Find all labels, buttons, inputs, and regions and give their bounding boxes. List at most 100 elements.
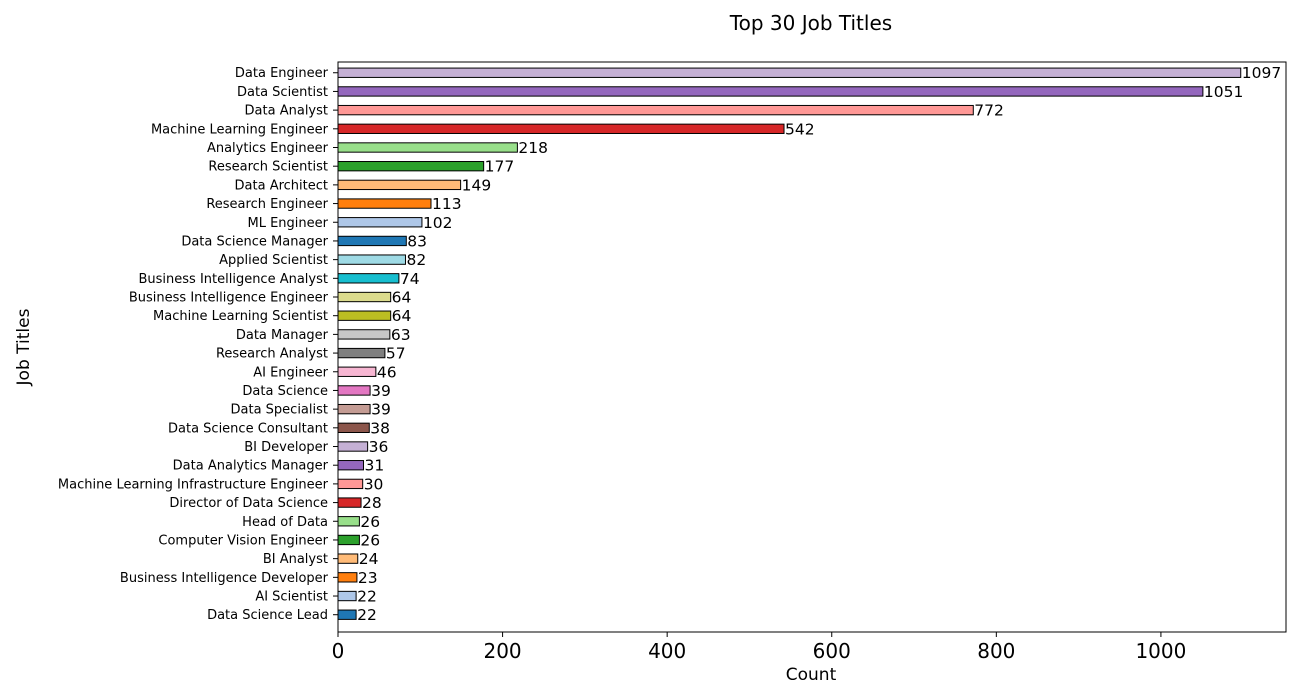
bar bbox=[337, 142, 518, 153]
x-tick-label: 0 bbox=[332, 639, 345, 663]
category-label: Head of Data bbox=[242, 515, 328, 530]
value-label: 22 bbox=[357, 588, 377, 606]
bar bbox=[337, 478, 364, 490]
bar bbox=[337, 422, 370, 433]
category-label: Data Architect bbox=[235, 178, 328, 193]
plot-frame bbox=[337, 61, 1287, 633]
category-label: Machine Learning Scientist bbox=[153, 309, 328, 324]
bar bbox=[337, 385, 371, 396]
category-label: Business Intelligence Analyst bbox=[138, 272, 328, 287]
bar bbox=[337, 366, 377, 377]
category-label: Research Scientist bbox=[208, 160, 328, 175]
bar bbox=[337, 86, 1204, 97]
value-label: 1097 bbox=[1242, 64, 1281, 82]
bar bbox=[337, 347, 386, 359]
category-label: Computer Vision Engineer bbox=[158, 533, 328, 548]
category-label: Data Science Consultant bbox=[168, 421, 328, 436]
bar bbox=[337, 441, 369, 452]
x-axis-label: Count bbox=[786, 665, 837, 685]
value-label: 36 bbox=[369, 438, 389, 456]
value-label: 82 bbox=[406, 251, 426, 269]
value-label: 113 bbox=[432, 195, 462, 213]
chart-title: Top 30 Job Titles bbox=[729, 11, 892, 35]
bar bbox=[337, 161, 485, 172]
bar bbox=[337, 254, 406, 265]
category-label: ML Engineer bbox=[248, 216, 329, 231]
bar bbox=[337, 553, 359, 564]
x-tick-label: 1000 bbox=[1135, 639, 1186, 663]
bar bbox=[337, 310, 392, 321]
category-label: Research Analyst bbox=[216, 347, 328, 362]
bar bbox=[337, 291, 392, 303]
category-labels-layer: Data Engineer Data Scientist Data Analyst M… bbox=[58, 66, 338, 623]
value-label: 1051 bbox=[1204, 83, 1243, 101]
bar bbox=[337, 329, 391, 340]
category-label: BI Developer bbox=[244, 440, 328, 455]
y-axis-label: Job Titles bbox=[14, 308, 34, 386]
bar bbox=[337, 235, 407, 247]
bar bbox=[337, 609, 357, 620]
bar bbox=[337, 67, 1242, 78]
value-label: 772 bbox=[974, 102, 1004, 120]
x-axis: 0 200 400 600 800 1000 bbox=[332, 632, 1186, 663]
bar bbox=[337, 104, 974, 116]
category-label: Data Science Lead bbox=[207, 608, 328, 623]
value-label: 64 bbox=[392, 289, 412, 307]
category-label: Data Analyst bbox=[245, 104, 328, 119]
bar bbox=[337, 572, 358, 583]
bar bbox=[337, 497, 362, 508]
category-label: Applied Scientist bbox=[219, 253, 328, 268]
value-label: 74 bbox=[400, 270, 420, 288]
category-label: Director of Data Science bbox=[169, 496, 328, 511]
category-label: Machine Learning Infrastructure Engineer bbox=[58, 477, 329, 492]
value-label: 39 bbox=[371, 401, 391, 419]
category-label: Analytics Engineer bbox=[207, 141, 329, 156]
category-label: Data Science bbox=[242, 384, 328, 399]
bar bbox=[337, 403, 371, 415]
bar bbox=[337, 516, 360, 527]
category-label: Research Engineer bbox=[206, 197, 328, 212]
bar bbox=[337, 123, 785, 134]
category-label: Data Specialist bbox=[231, 403, 329, 418]
category-label: Machine Learning Engineer bbox=[151, 122, 329, 137]
value-label: 149 bbox=[462, 176, 492, 194]
category-label: Data Science Manager bbox=[181, 234, 328, 249]
value-label: 46 bbox=[377, 363, 397, 381]
x-tick-label: 200 bbox=[483, 639, 521, 663]
category-label: BI Analyst bbox=[263, 552, 328, 567]
value-labels-layer: 1097105177254221817714911310283827464646… bbox=[357, 64, 1281, 624]
bar bbox=[337, 460, 365, 471]
x-tick-label: 600 bbox=[813, 639, 851, 663]
value-label: 57 bbox=[386, 345, 406, 363]
bar bbox=[337, 198, 432, 209]
category-label: AI Engineer bbox=[253, 365, 328, 380]
category-label: Data Manager bbox=[236, 328, 329, 343]
x-tick-label: 400 bbox=[648, 639, 686, 663]
category-label: AI Scientist bbox=[255, 590, 328, 605]
x-tick-label: 800 bbox=[977, 639, 1015, 663]
value-label: 26 bbox=[360, 513, 380, 531]
value-label: 63 bbox=[391, 326, 411, 344]
value-label: 23 bbox=[358, 569, 378, 587]
value-label: 24 bbox=[359, 550, 379, 568]
value-label: 177 bbox=[485, 158, 515, 176]
value-label: 31 bbox=[365, 457, 385, 475]
bar bbox=[337, 590, 357, 602]
bar bbox=[337, 273, 400, 284]
value-label: 39 bbox=[371, 382, 391, 400]
category-label: Business Intelligence Developer bbox=[120, 571, 329, 586]
value-label: 64 bbox=[392, 307, 412, 325]
value-label: 26 bbox=[360, 531, 380, 549]
category-label: Business Intelligence Engineer bbox=[129, 291, 329, 306]
value-label: 30 bbox=[364, 475, 384, 493]
bar bbox=[337, 179, 462, 191]
value-label: 28 bbox=[362, 494, 382, 512]
value-label: 38 bbox=[370, 419, 390, 437]
value-label: 542 bbox=[785, 120, 815, 138]
value-label: 102 bbox=[423, 214, 453, 232]
category-label: Data Scientist bbox=[237, 85, 328, 100]
value-label: 83 bbox=[407, 232, 427, 250]
category-label: Data Engineer bbox=[235, 66, 329, 81]
